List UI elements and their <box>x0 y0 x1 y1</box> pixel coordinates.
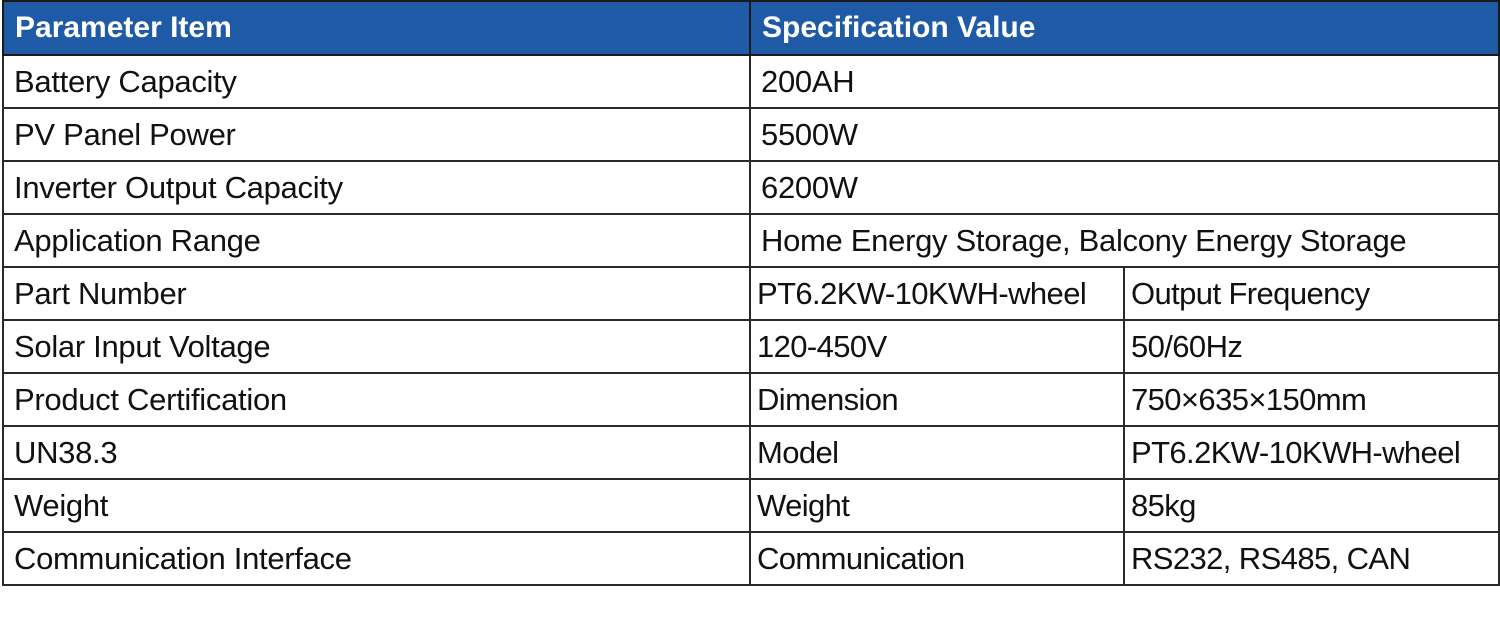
table-row: Inverter Output Capacity 6200W <box>2 160 1500 215</box>
table-row: PV Panel Power 5500W <box>2 107 1500 162</box>
row-extra: 85kg <box>1123 478 1500 533</box>
table-row: Part Number PT6.2KW-10KWH-wheel Output F… <box>2 266 1500 321</box>
table-row: Weight Weight 85kg <box>2 478 1500 533</box>
row-extra: PT6.2KW-10KWH-wheel <box>1123 425 1500 480</box>
table-row: Solar Input Voltage 120-450V 50/60Hz <box>2 319 1500 374</box>
row-label: Application Range <box>2 213 751 268</box>
row-label: UN38.3 <box>2 425 751 480</box>
row-value: Model <box>749 425 1125 480</box>
table-header-row: Parameter Item Specification Value <box>2 0 1500 56</box>
row-label: Battery Capacity <box>2 54 751 109</box>
row-extra: RS232, RS485, CAN <box>1123 531 1500 586</box>
row-value: Communication <box>749 531 1125 586</box>
header-parameter-item: Parameter Item <box>2 0 751 56</box>
row-label: Weight <box>2 478 751 533</box>
row-label: PV Panel Power <box>2 107 751 162</box>
row-value: 200AH <box>749 54 1500 109</box>
row-label: Inverter Output Capacity <box>2 160 751 215</box>
table-row: Battery Capacity 200AH <box>2 54 1500 109</box>
row-extra: 50/60Hz <box>1123 319 1500 374</box>
row-value: PT6.2KW-10KWH-wheel <box>749 266 1125 321</box>
row-label: Part Number <box>2 266 751 321</box>
table-row: UN38.3 Model PT6.2KW-10KWH-wheel <box>2 425 1500 480</box>
row-value: 5500W <box>749 107 1500 162</box>
row-label: Communication Interface <box>2 531 751 586</box>
row-extra: Output Frequency <box>1123 266 1500 321</box>
header-specification-value: Specification Value <box>749 0 1500 56</box>
row-label: Solar Input Voltage <box>2 319 751 374</box>
table-row: Application Range Home Energy Storage, B… <box>2 213 1500 268</box>
table-row: Communication Interface Communication RS… <box>2 531 1500 586</box>
row-label: Product Certification <box>2 372 751 427</box>
row-value: Dimension <box>749 372 1125 427</box>
row-value: 120-450V <box>749 319 1125 374</box>
row-extra: 750×635×150mm <box>1123 372 1500 427</box>
row-value: 6200W <box>749 160 1500 215</box>
spec-table: Parameter Item Specification Value Batte… <box>2 0 1500 586</box>
row-value: Home Energy Storage, Balcony Energy Stor… <box>749 213 1500 268</box>
table-row: Product Certification Dimension 750×635×… <box>2 372 1500 427</box>
row-value: Weight <box>749 478 1125 533</box>
